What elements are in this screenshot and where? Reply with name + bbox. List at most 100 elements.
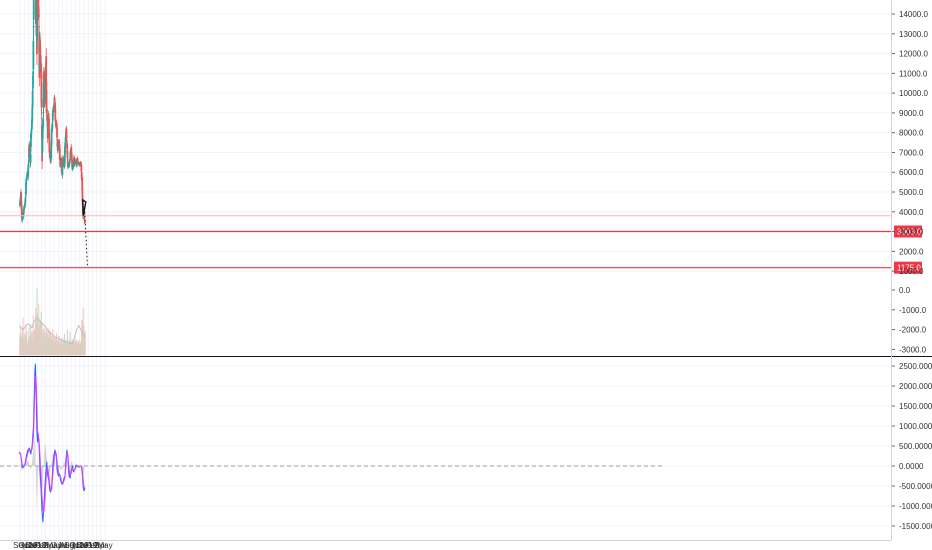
time-tick-label: Oct bbox=[69, 541, 82, 550]
candle-body bbox=[39, 46, 42, 63]
level-price-tag bbox=[894, 261, 922, 274]
candle-body bbox=[43, 81, 46, 85]
volume-tick-label: -1000.0 bbox=[899, 306, 927, 315]
level-price-tag-label: 1175.0 bbox=[897, 264, 921, 273]
macd-tick-label: -1000.0000 bbox=[899, 502, 932, 511]
volume-tick-label: -3000.0 bbox=[899, 345, 927, 354]
candle-body bbox=[52, 109, 54, 113]
price-tick-label: 10000.0 bbox=[899, 89, 928, 98]
time-tick-label: Sep bbox=[13, 541, 28, 550]
candle-body bbox=[64, 137, 67, 143]
candle-body bbox=[50, 146, 53, 159]
macd-tick-label: -1500.0000 bbox=[899, 522, 932, 531]
candle-body bbox=[25, 180, 28, 186]
candle-body bbox=[30, 134, 32, 148]
candle-body bbox=[32, 0, 35, 20]
candle-body bbox=[61, 158, 64, 168]
macd-layer bbox=[0, 363, 664, 523]
candle-body bbox=[29, 147, 31, 156]
price-tick-label: 8000.0 bbox=[899, 129, 924, 138]
time-tick-label: 2018 bbox=[28, 541, 46, 550]
candle-body bbox=[43, 73, 46, 83]
time-tick-label: May bbox=[47, 541, 62, 550]
time-tick-label: Jun bbox=[52, 541, 65, 550]
macd-tick-label: -500.0000 bbox=[899, 482, 932, 491]
candle-body bbox=[31, 109, 34, 121]
candle-body bbox=[80, 165, 83, 172]
macd-tick-label: 2000.0000 bbox=[899, 382, 932, 391]
price-layer bbox=[18, 0, 86, 225]
candle-body bbox=[81, 176, 84, 190]
candle-body bbox=[64, 146, 66, 154]
candle-body bbox=[50, 128, 53, 145]
candle-body bbox=[56, 127, 58, 138]
candle-body bbox=[48, 139, 51, 153]
volume-tick-label: -2000.0 bbox=[899, 326, 927, 335]
price-tick-label: 9000.0 bbox=[899, 109, 924, 118]
time-tick-label: Dec bbox=[77, 541, 91, 550]
volume-ma-line bbox=[18, 316, 86, 345]
time-tick-label: 2 bbox=[43, 541, 48, 550]
macd-tick-label: 1000.0000 bbox=[899, 422, 932, 431]
volume-tick-label: 0.0 bbox=[899, 286, 911, 295]
levels-layer: 3003.0 1175.0 bbox=[0, 215, 922, 274]
candle-body bbox=[38, 14, 40, 18]
candle-body bbox=[83, 222, 86, 224]
candle-body bbox=[29, 153, 32, 163]
candle-body bbox=[48, 118, 50, 137]
candle-body bbox=[24, 198, 27, 202]
candle-body bbox=[31, 91, 34, 107]
macd-tick-label: 2500.0000 bbox=[899, 362, 932, 371]
candle-body bbox=[27, 160, 30, 162]
volume-layer bbox=[18, 288, 86, 356]
price-tick-label: 1000.0 bbox=[899, 267, 924, 276]
price-tick-label: 3000.0 bbox=[899, 228, 924, 237]
candle-body bbox=[40, 71, 43, 103]
axis-layer: 14000.0 13000.0 12000.0 11000.0 10000.0 9000.… bbox=[13, 10, 932, 550]
time-tick-label: Aug bbox=[60, 541, 74, 550]
candle-body bbox=[57, 147, 59, 151]
volume-bar bbox=[84, 331, 86, 356]
candle-body bbox=[80, 174, 83, 179]
time-tick-label: Feb bbox=[35, 541, 49, 550]
time-tick-label: Apr bbox=[95, 541, 108, 550]
price-tick-label: 7000.0 bbox=[899, 148, 924, 157]
price-tick-label: 6000.0 bbox=[899, 168, 924, 177]
candle-body bbox=[65, 136, 68, 138]
candle-body bbox=[66, 151, 69, 159]
candle-body bbox=[45, 56, 48, 86]
macd-tick-label: 0.0000 bbox=[899, 462, 924, 471]
macd-tick-label: 1500.0000 bbox=[899, 402, 932, 411]
time-tick-label: Dec bbox=[26, 541, 40, 550]
signal-line bbox=[18, 375, 86, 513]
candle-body bbox=[66, 161, 69, 167]
price-tick-label: 13000.0 bbox=[899, 30, 928, 39]
price-tick-label: 14000.0 bbox=[899, 10, 928, 19]
projection-dotted-line[interactable] bbox=[84, 207, 88, 267]
candle-body bbox=[27, 163, 30, 169]
price-tick-label: 2000.0 bbox=[899, 247, 924, 256]
candle-body bbox=[42, 119, 45, 126]
level-price-tag bbox=[894, 225, 922, 238]
time-tick-label: Jul bbox=[57, 541, 67, 550]
candle-body bbox=[61, 168, 64, 176]
price-tick-label: 4000.0 bbox=[899, 208, 924, 217]
candle-body bbox=[58, 148, 61, 161]
time-tick-label: Oct bbox=[18, 541, 31, 550]
macd-tick-label: 500.0000 bbox=[899, 442, 932, 451]
time-tick-label: Sep bbox=[64, 541, 79, 550]
candle-body bbox=[41, 130, 44, 139]
candle-body bbox=[32, 41, 35, 70]
time-tick-label: May bbox=[97, 541, 112, 550]
candle-body bbox=[40, 98, 43, 108]
time-tick-label: Feb bbox=[86, 541, 100, 550]
time-tick-label: Nov bbox=[22, 541, 36, 550]
time-tick-label: Apr bbox=[44, 541, 57, 550]
volume-bar bbox=[22, 317, 24, 356]
time-tick-label: Nov bbox=[73, 541, 87, 550]
candle-body bbox=[51, 124, 54, 129]
level-price-tag-label: 3003.0 bbox=[897, 228, 922, 237]
candle-body bbox=[45, 90, 48, 113]
